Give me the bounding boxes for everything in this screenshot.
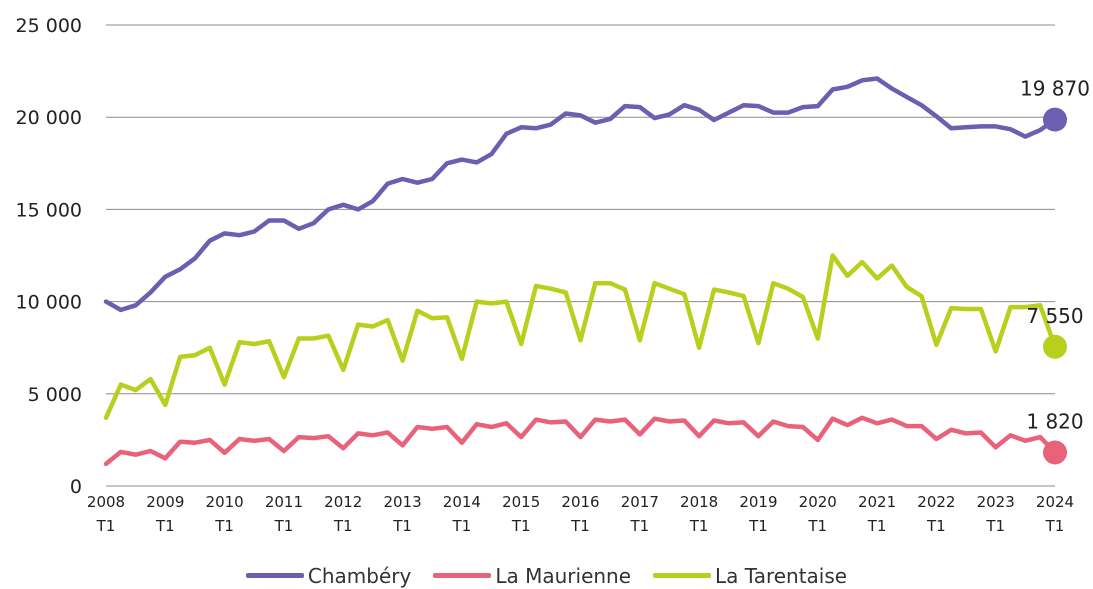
x-tick-quarter-2020: T1 [807,517,827,535]
legend-item-la-maurienne: La Maurienne [433,564,631,588]
x-tick-quarter-2008: T1 [96,517,116,535]
end-label-la-maurienne: 1 820 [1026,409,1083,433]
legend-item-chambery: Chambéry [245,563,412,588]
legend: Chambéry La Maurienne La Tarentaise [0,562,1093,589]
end-marker-chambery [1043,107,1067,132]
legend-swatch-la-tarentaise [653,573,712,578]
x-tick-quarter-2018: T1 [689,517,709,535]
x-tick-year-2013: 2013 [383,493,421,511]
x-axis-ticks: 2008 T1 2009 T1 2010 T1 2011 T1 2012 T1 2013 T1 2014… [87,493,1074,535]
legend-label-la-tarentaise: La Tarentaise [715,563,848,588]
x-tick-quarter-2012: T1 [333,517,353,535]
legend-swatch-la-maurienne [433,573,492,578]
y-tick-label-15000: 15 000 [16,199,82,221]
y-tick-label-25000: 25 000 [16,15,82,37]
end-labels: 19 870 1 820 7 550 [1020,77,1090,434]
x-tick-year-2008: 2008 [87,493,125,511]
x-tick-year-2009: 2009 [146,493,184,511]
end-markers [1043,107,1067,465]
x-tick-year-2020: 2020 [799,493,837,511]
y-tick-label-20000: 20 000 [16,107,82,129]
y-tick-label-0: 0 [70,476,82,498]
x-tick-year-2021: 2021 [858,493,896,511]
legend-item-la-tarentaise: La Tarentaise [653,564,847,588]
x-tick-year-2022: 2022 [917,493,955,511]
x-tick-year-2010: 2010 [206,493,244,511]
gridlines [106,24,1055,487]
y-tick-label-5000: 5 000 [28,384,82,406]
legend-label-chambery: Chambéry [307,563,412,588]
x-tick-quarter-2015: T1 [511,517,531,535]
x-tick-year-2024: 2024 [1036,493,1074,511]
x-tick-year-2011: 2011 [265,493,303,511]
x-tick-year-2014: 2014 [443,493,481,511]
series-line-chambery [103,76,1058,313]
legend-swatch-chambery [245,573,304,578]
series-line-la-tarentaise [103,253,1058,421]
x-tick-quarter-2017: T1 [629,517,649,535]
x-tick-year-2015: 2015 [502,493,540,511]
end-marker-la-tarentaise [1043,334,1067,359]
y-axis-ticks: 0 5 000 10 000 15 000 20 000 25 000 [16,15,82,498]
end-label-la-tarentaise: 7 550 [1026,304,1083,328]
x-tick-quarter-2016: T1 [570,517,590,535]
end-label-chambery: 19 870 [1020,77,1090,101]
x-tick-quarter-2009: T1 [155,517,175,535]
x-tick-quarter-2023: T1 [985,517,1005,535]
end-marker-la-maurienne [1043,440,1067,465]
x-tick-quarter-2021: T1 [867,517,887,535]
x-tick-year-2018: 2018 [680,493,718,511]
series-lines [103,76,1058,467]
x-tick-year-2016: 2016 [561,493,599,511]
series-line-la-maurienne [103,415,1058,467]
x-tick-quarter-2024: T1 [1045,517,1065,535]
x-tick-quarter-2019: T1 [748,517,768,535]
x-tick-quarter-2010: T1 [214,517,234,535]
x-tick-year-2019: 2019 [739,493,777,511]
x-tick-quarter-2014: T1 [452,517,472,535]
x-tick-year-2012: 2012 [324,493,362,511]
x-tick-quarter-2022: T1 [926,517,946,535]
x-tick-quarter-2011: T1 [274,517,294,535]
x-tick-year-2023: 2023 [977,493,1015,511]
x-tick-year-2017: 2017 [621,493,659,511]
x-tick-quarter-2013: T1 [392,517,412,535]
legend-label-la-maurienne: La Maurienne [495,563,632,588]
y-tick-label-10000: 10 000 [16,292,82,314]
